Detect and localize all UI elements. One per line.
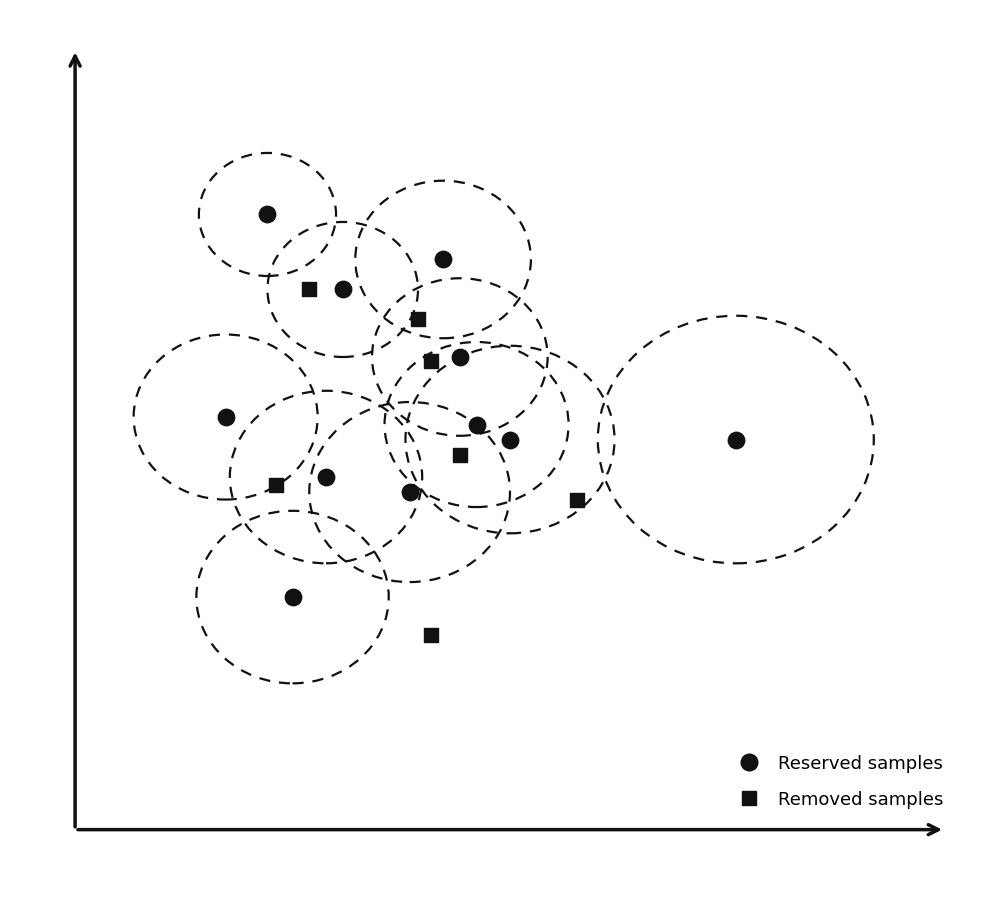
Point — [502, 432, 518, 447]
Point — [218, 410, 234, 424]
Point — [435, 252, 451, 266]
Point — [268, 477, 284, 492]
Point — [452, 350, 468, 364]
Point — [259, 207, 275, 222]
Point — [285, 590, 301, 605]
Point — [423, 627, 439, 641]
Point — [452, 448, 468, 462]
Legend: Reserved samples, Removed samples: Reserved samples, Removed samples — [713, 736, 961, 827]
Point — [569, 492, 585, 507]
Point — [318, 470, 334, 484]
Point — [335, 283, 351, 297]
Point — [469, 417, 485, 431]
Point — [728, 432, 744, 447]
Point — [423, 353, 439, 368]
Point — [410, 312, 426, 327]
Point — [402, 485, 418, 500]
Point — [301, 283, 317, 297]
